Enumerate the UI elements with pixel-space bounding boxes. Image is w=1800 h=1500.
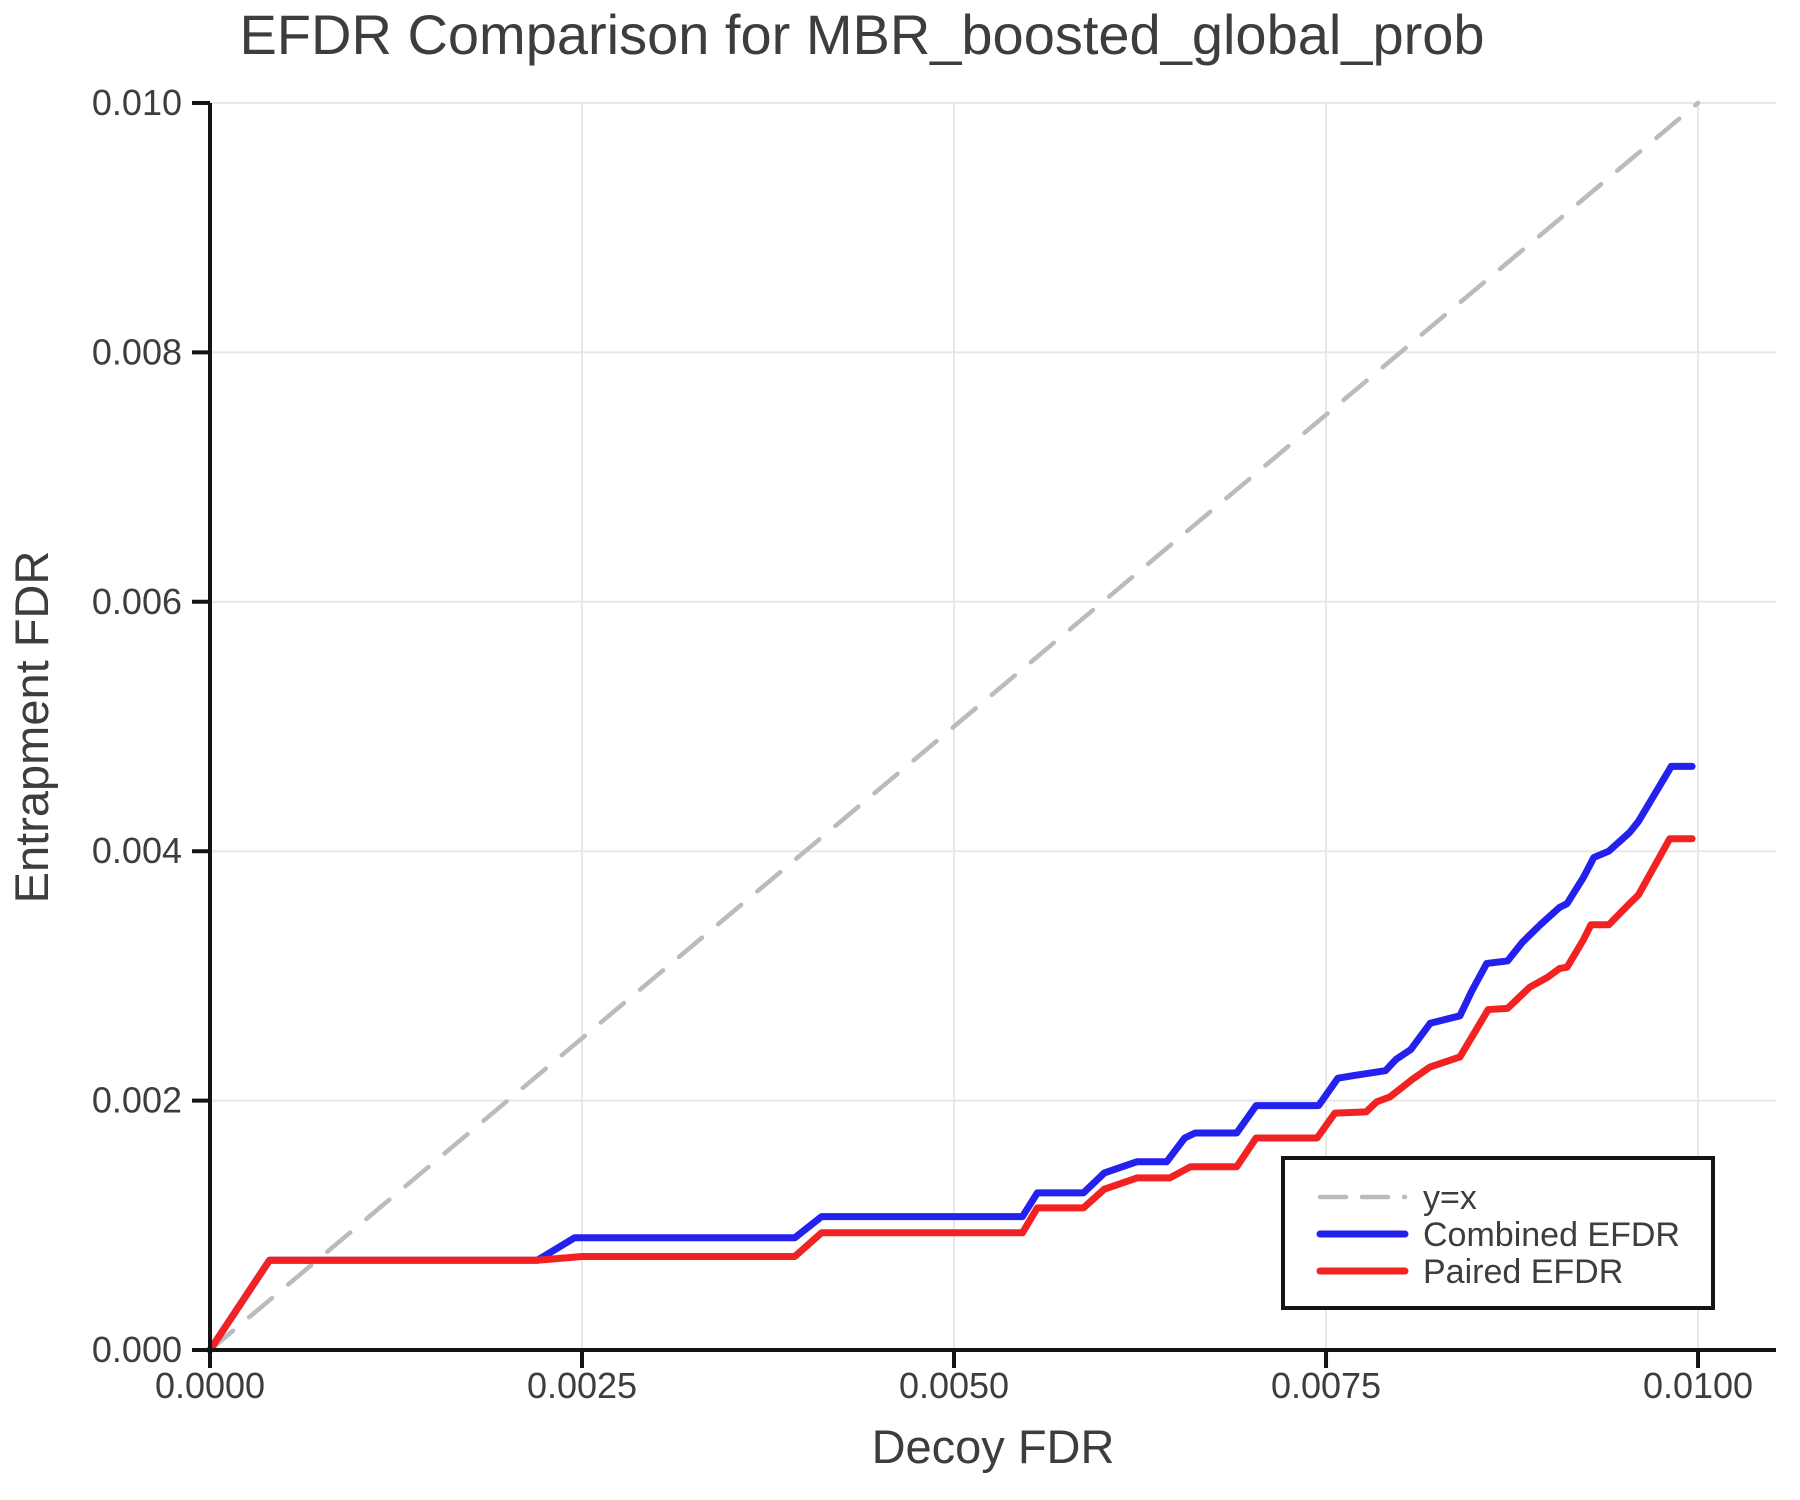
y-tick-label: 0.010: [92, 82, 182, 123]
y-tick-label: 0.006: [92, 581, 182, 622]
chart-title: EFDR Comparison for MBR_boosted_global_p…: [239, 3, 1484, 66]
legend-label: y=x: [1423, 1179, 1477, 1217]
series-combined-efdr: [206, 762, 1696, 1354]
x-axis-label: Decoy FDR: [872, 1420, 1115, 1473]
y-tick-label: 0.000: [92, 1329, 182, 1370]
tick-marks: [192, 101, 1701, 1368]
axes: [208, 103, 1776, 1352]
legend-label: Combined EFDR: [1423, 1216, 1680, 1254]
x-tick-label: 0.0100: [1643, 1365, 1753, 1406]
y-axis-label: Entrapment FDR: [5, 551, 58, 904]
x-tick-label: 0.0000: [155, 1365, 265, 1406]
x-tick-label: 0.0025: [527, 1365, 637, 1406]
legend-label: Paired EFDR: [1423, 1253, 1623, 1291]
y-tick-label: 0.002: [92, 1080, 182, 1121]
y-tick-label: 0.008: [92, 331, 182, 372]
x-tick-label: 0.0075: [1271, 1365, 1381, 1406]
x-tick-label: 0.0050: [899, 1365, 1009, 1406]
series-paired-efdr: [206, 835, 1696, 1354]
tick-labels: 0.0000 0.0025 0.0050 0.0075 0.0100 0.000 0.002…: [92, 82, 1753, 1406]
y-tick-label: 0.004: [92, 830, 182, 871]
series-y-x: [207, 100, 1701, 1353]
data-series: [206, 100, 1701, 1354]
